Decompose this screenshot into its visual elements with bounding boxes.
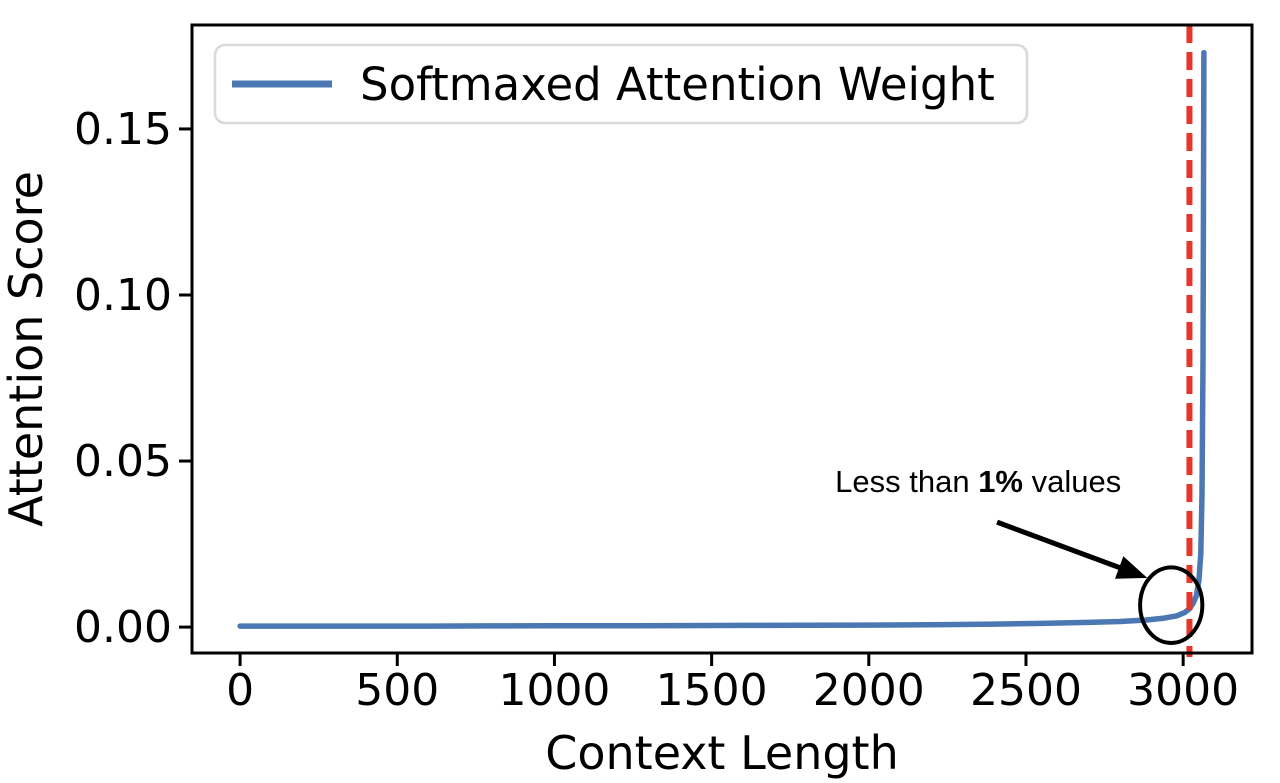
- x-tick-label: 2500: [970, 665, 1082, 716]
- annotation-arrowhead: [1115, 556, 1148, 579]
- y-tick-label: 0.05: [74, 436, 172, 487]
- x-tick-label: 1000: [498, 665, 610, 716]
- annotation-text-prefix: Less than: [835, 464, 978, 499]
- annotation-group: Less than 1% values: [835, 464, 1205, 646]
- series-line: [237, 49, 1207, 629]
- y-tick-label: 0.10: [74, 270, 172, 321]
- x-tick-label: 0: [226, 665, 254, 716]
- annotation-text-bold: 1%: [978, 464, 1023, 499]
- y-axis-label: Attention Score: [0, 171, 53, 527]
- plot-border: [190, 23, 1254, 655]
- series-layer: [237, 49, 1207, 629]
- x-tick-label: 3000: [1127, 665, 1239, 716]
- x-tick-label: 1500: [656, 665, 768, 716]
- annotation-text-suffix: values: [1023, 464, 1121, 499]
- y-tick-label: 0.00: [74, 602, 172, 653]
- annotation-circle: [1138, 565, 1205, 646]
- legend: Softmaxed Attention Weight: [213, 43, 1029, 125]
- x-tick-label: 2000: [813, 665, 925, 716]
- x-tick-label: 500: [355, 665, 439, 716]
- axes-layer: 0 500 1000 1500 2000 2500 3000 0.00 0.05 0.10 0.15: [74, 23, 1254, 716]
- legend-box: [213, 43, 1029, 125]
- y-tick-label: 0.15: [74, 104, 172, 155]
- annotation-text: Less than 1% values: [835, 464, 1121, 499]
- x-axis-label: Context Length: [545, 726, 899, 780]
- legend-entry-label: Softmaxed Attention Weight: [360, 58, 995, 111]
- annotation-arrow-shaft: [996, 519, 1124, 572]
